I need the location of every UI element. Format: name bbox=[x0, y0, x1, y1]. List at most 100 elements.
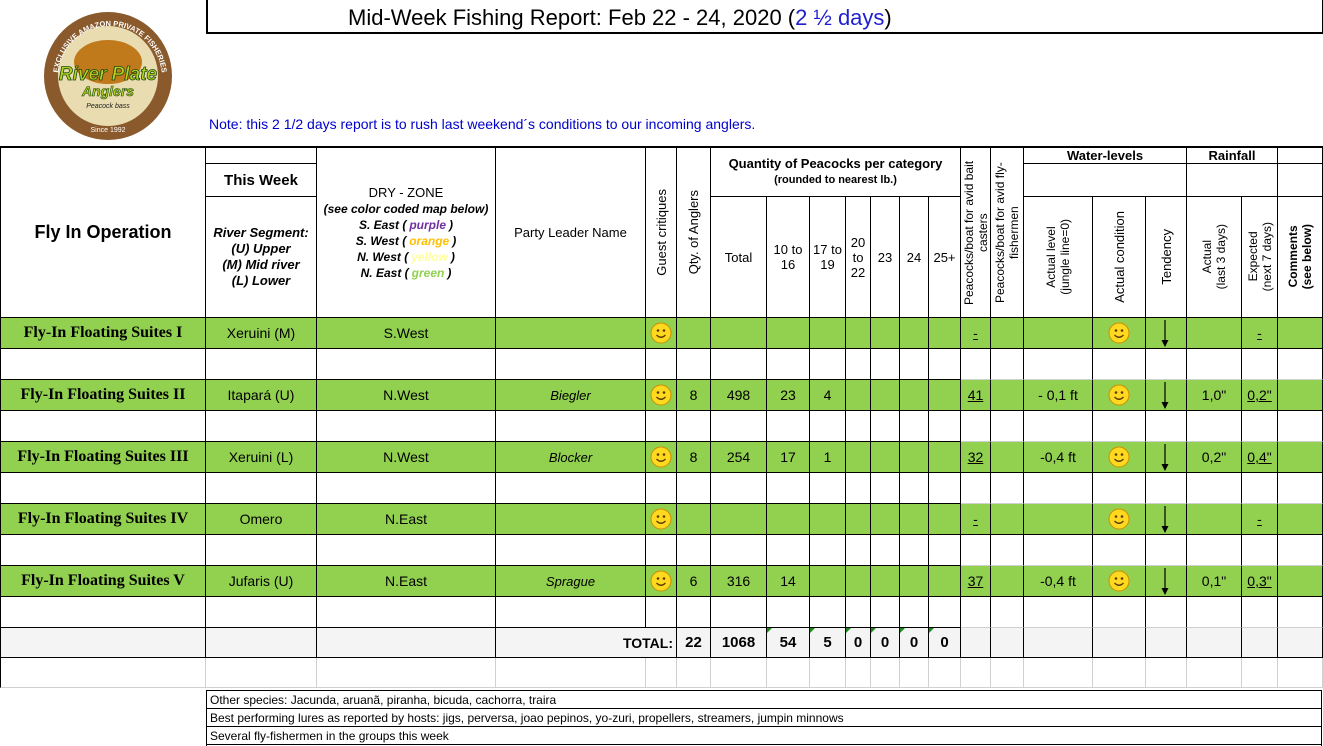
rain-expected: - bbox=[1257, 511, 1262, 527]
cell: Rainfall bbox=[1187, 148, 1278, 164]
cell: 54 bbox=[767, 628, 810, 658]
cell bbox=[991, 349, 1024, 380]
segment: Jufaris (U) bbox=[228, 573, 294, 589]
cell: TOTAL: bbox=[496, 628, 677, 658]
cell bbox=[206, 628, 317, 658]
zone-line: N. West (yellow) bbox=[357, 249, 455, 265]
cell bbox=[1187, 164, 1278, 197]
cell: 5 bbox=[810, 628, 846, 658]
cell: Total bbox=[711, 197, 767, 318]
cell bbox=[0, 535, 206, 566]
cell bbox=[646, 318, 677, 349]
cell bbox=[1024, 164, 1187, 197]
smiley-face bbox=[650, 322, 672, 344]
cell bbox=[0, 597, 206, 628]
cell bbox=[1024, 318, 1093, 349]
cell bbox=[1278, 349, 1323, 380]
category-label: Total bbox=[724, 249, 753, 265]
cell: - bbox=[1242, 504, 1278, 535]
cell bbox=[1242, 535, 1278, 566]
cell: Peacocks/boat for avid fly-fishermen bbox=[991, 148, 1024, 318]
smiley-icon bbox=[1108, 508, 1130, 530]
total-count: 316 bbox=[726, 573, 751, 589]
cell bbox=[961, 658, 991, 688]
cell: Fly-In Floating Suites IV bbox=[0, 504, 206, 535]
total-count: 254 bbox=[726, 449, 751, 465]
zone: N.East bbox=[384, 573, 427, 589]
cell bbox=[646, 380, 677, 411]
cell: 20 to 22 bbox=[846, 197, 871, 318]
zone: N.West bbox=[383, 387, 429, 403]
cell bbox=[991, 442, 1024, 473]
cell bbox=[1093, 349, 1146, 380]
cell bbox=[871, 504, 900, 535]
vertical-label: Comments (see below) bbox=[1286, 224, 1314, 289]
cell bbox=[1024, 628, 1093, 658]
notes-box: Other species: Jacunda, aruanã, piranha,… bbox=[206, 690, 1322, 746]
cell bbox=[1024, 597, 1093, 628]
cell: Fly-In Floating Suites III bbox=[0, 442, 206, 473]
header-top-rule bbox=[0, 146, 1323, 148]
smiley-mouth bbox=[656, 396, 666, 400]
cell bbox=[991, 566, 1024, 597]
cell bbox=[646, 504, 677, 535]
cell bbox=[767, 535, 810, 566]
cell: Expected (next 7 days) bbox=[1242, 197, 1278, 318]
cell bbox=[317, 349, 496, 380]
zone-suffix: ) bbox=[450, 249, 455, 264]
cell bbox=[317, 411, 496, 442]
comment-marker bbox=[929, 628, 934, 633]
cell: 41 bbox=[961, 380, 991, 411]
cell: 0,2" bbox=[1187, 442, 1242, 473]
smiley-face bbox=[650, 508, 672, 530]
cell bbox=[1278, 411, 1323, 442]
cell: N.East bbox=[317, 566, 496, 597]
cell: Blocker bbox=[496, 442, 646, 473]
smiley-icon bbox=[1108, 322, 1130, 344]
bait-casters: - bbox=[973, 511, 978, 527]
logo-name: Anglers bbox=[81, 83, 134, 99]
dry-zone-note: (see color coded map below) bbox=[323, 201, 489, 216]
vertical-label: Qty. of Anglers bbox=[686, 190, 701, 274]
suite-name: Fly-In Floating Suites IV bbox=[17, 510, 189, 527]
cell bbox=[900, 411, 929, 442]
cell: S.West bbox=[317, 318, 496, 349]
cell bbox=[1093, 566, 1146, 597]
cell: -0,4 ft bbox=[1024, 442, 1093, 473]
cell bbox=[767, 411, 810, 442]
cell bbox=[929, 658, 961, 688]
cell bbox=[646, 473, 677, 504]
cell: 14 bbox=[767, 566, 810, 597]
smiley-face bbox=[1108, 508, 1130, 530]
cell bbox=[900, 597, 929, 628]
cell bbox=[677, 473, 711, 504]
cell bbox=[929, 473, 961, 504]
category-label: 17 to 19 bbox=[813, 242, 842, 272]
cell bbox=[677, 504, 711, 535]
cell bbox=[1187, 473, 1242, 504]
tendency-arrow bbox=[1161, 382, 1169, 409]
smiley-face bbox=[1108, 570, 1130, 592]
cell bbox=[1146, 504, 1187, 535]
smiley-mouth bbox=[656, 582, 666, 586]
vertical-text: Actual bbox=[1200, 240, 1214, 274]
vertical-label: Actual (last 3 days) bbox=[1200, 224, 1228, 289]
vertical-label: Peacocks/boat for avid fly-fishermen bbox=[993, 148, 1021, 317]
cell bbox=[711, 473, 767, 504]
note-line: Best performing lures as reported by hos… bbox=[207, 709, 1321, 727]
cell bbox=[846, 535, 871, 566]
cell bbox=[846, 349, 871, 380]
zone-color-word: yellow bbox=[411, 249, 448, 264]
cell bbox=[677, 597, 711, 628]
cell bbox=[929, 380, 961, 411]
cell: Fly-In Floating Suites II bbox=[0, 380, 206, 411]
cell bbox=[846, 473, 871, 504]
suite-name: Fly-In Floating Suites I bbox=[23, 324, 183, 341]
cell bbox=[846, 411, 871, 442]
smiley-eye bbox=[1114, 577, 1118, 580]
total-value: 54 bbox=[779, 634, 797, 651]
arrow-head bbox=[1161, 464, 1169, 471]
dry-zone-title: DRY - ZONE bbox=[368, 184, 444, 200]
cell bbox=[677, 658, 711, 688]
smiley-eye bbox=[1120, 453, 1124, 456]
